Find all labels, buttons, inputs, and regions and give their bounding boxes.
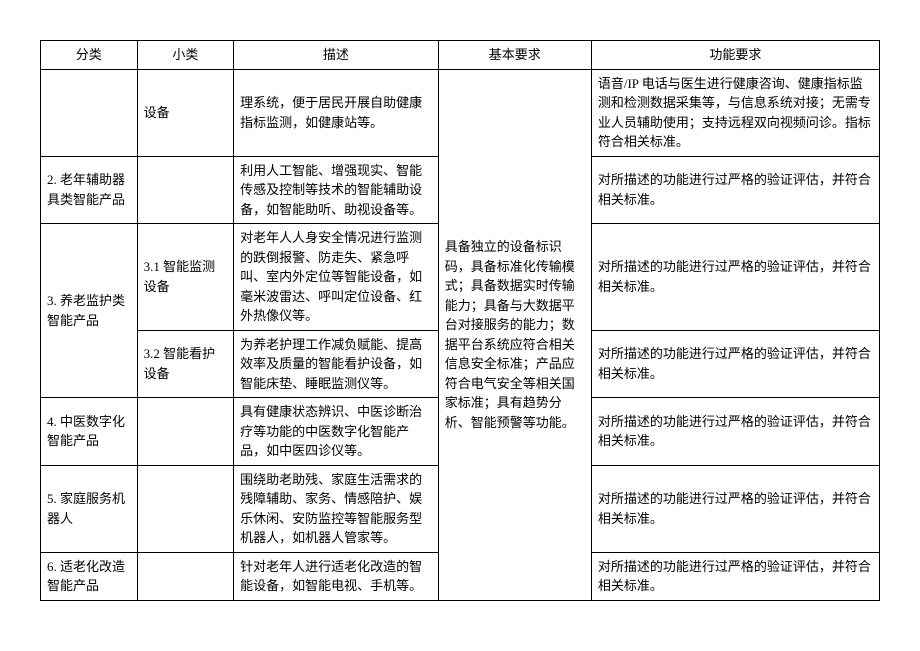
cell-funcreq: 对所描述的功能进行过严格的验证评估，并符合相关标准。: [591, 330, 879, 398]
cell-description: 理系统，便于居民开展自助健康指标监测，如健康站等。: [234, 69, 439, 156]
cell-funcreq: 语音/IP 电话与医生进行健康咨询、健康指标监测和检测数据采集等，与信息系统对接…: [591, 69, 879, 156]
cell-description: 具有健康状态辨识、中医诊断治疗等功能的中医数字化智能产品，如中医四诊仪等。: [234, 398, 439, 466]
cell-description: 对老年人人身安全情况进行监测的跌倒报警、防走失、紧急呼叫、室内外定位等智能设备，…: [234, 224, 439, 331]
cell-funcreq: 对所描述的功能进行过严格的验证评估，并符合相关标准。: [591, 465, 879, 552]
cell-subcategory: 设备: [137, 69, 234, 156]
cell-funcreq: 对所描述的功能进行过严格的验证评估，并符合相关标准。: [591, 398, 879, 466]
classification-table: 分类 小类 描述 基本要求 功能要求 设备 理系统，便于居民开展自助健康指标监测…: [40, 40, 880, 601]
cell-category: [41, 69, 138, 156]
table-row: 设备 理系统，便于居民开展自助健康指标监测，如健康站等。 具备独立的设备标识码，…: [41, 69, 880, 156]
cell-description: 利用人工智能、增强现实、智能传感及控制等技术的智能辅助设备，如智能助听、助视设备…: [234, 156, 439, 224]
cell-description: 针对老年人进行适老化改造的智能设备，如智能电视、手机等。: [234, 552, 439, 600]
header-category: 分类: [41, 41, 138, 70]
cell-subcategory: [137, 465, 234, 552]
cell-subcategory: 3.2 智能看护设备: [137, 330, 234, 398]
cell-subcategory: 3.1 智能监测设备: [137, 224, 234, 331]
cell-basicreq-merged: 具备独立的设备标识码，具备标准化传输模式；具备数据实时传输能力；具备与大数据平台…: [438, 69, 591, 600]
cell-subcategory: [137, 552, 234, 600]
cell-funcreq: 对所描述的功能进行过严格的验证评估，并符合相关标准。: [591, 156, 879, 224]
cell-category: 2. 老年辅助器具类智能产品: [41, 156, 138, 224]
cell-category: 3. 养老监护类智能产品: [41, 224, 138, 398]
cell-category: 5. 家庭服务机器人: [41, 465, 138, 552]
header-description: 描述: [234, 41, 439, 70]
cell-funcreq: 对所描述的功能进行过严格的验证评估，并符合相关标准。: [591, 224, 879, 331]
cell-subcategory: [137, 156, 234, 224]
cell-funcreq: 对所描述的功能进行过严格的验证评估，并符合相关标准。: [591, 552, 879, 600]
header-subcategory: 小类: [137, 41, 234, 70]
cell-category: 4. 中医数字化智能产品: [41, 398, 138, 466]
table-header-row: 分类 小类 描述 基本要求 功能要求: [41, 41, 880, 70]
cell-subcategory: [137, 398, 234, 466]
header-basicreq: 基本要求: [438, 41, 591, 70]
header-funcreq: 功能要求: [591, 41, 879, 70]
cell-description: 为养老护理工作减负赋能、提高效率及质量的智能看护设备，如智能床垫、睡眠监测仪等。: [234, 330, 439, 398]
cell-category: 6. 适老化改造智能产品: [41, 552, 138, 600]
cell-description: 围绕助老助残、家庭生活需求的残障辅助、家务、情感陪护、娱乐休闲、安防监控等智能服…: [234, 465, 439, 552]
